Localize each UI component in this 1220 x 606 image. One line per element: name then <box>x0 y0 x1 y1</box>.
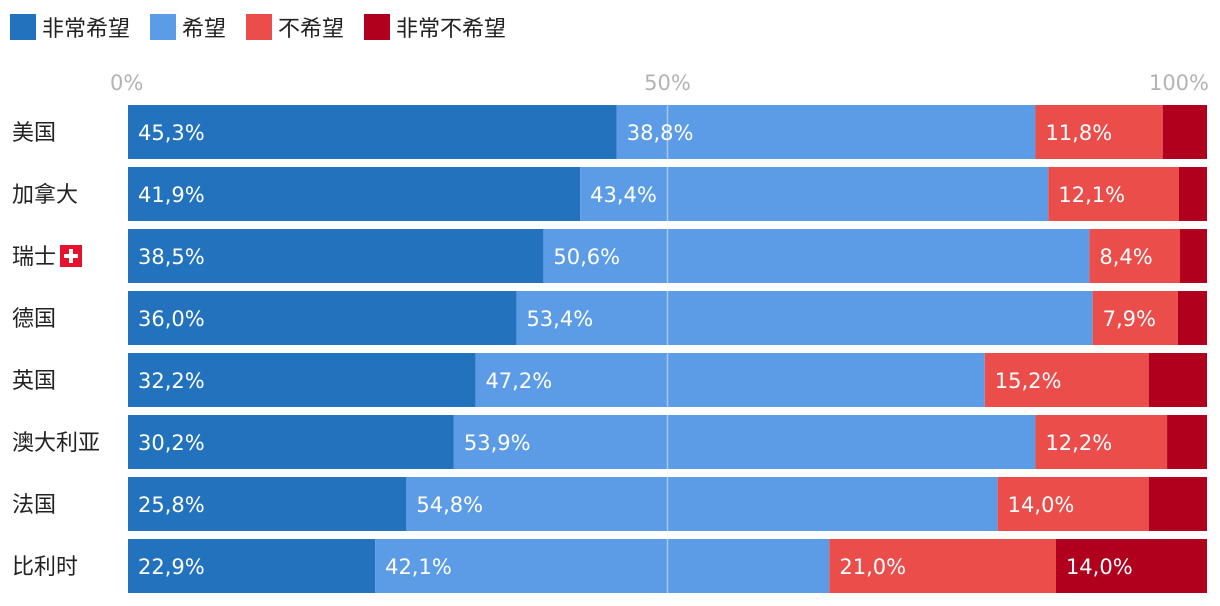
bar-segment <box>375 539 830 593</box>
data-label: 21,0% <box>839 555 906 579</box>
category-label: 美国 <box>12 121 56 146</box>
data-label: 53,9% <box>464 431 531 455</box>
bar-segment <box>1092 291 1178 345</box>
category-label: 英国 <box>12 369 56 394</box>
legend-label: 非常不希望 <box>396 17 507 42</box>
data-label: 30,2% <box>138 431 205 455</box>
data-label: 22,9% <box>138 555 205 579</box>
data-label: 42,1% <box>385 555 452 579</box>
legend-item: 不希望 <box>246 11 344 43</box>
bar-segment <box>580 167 1049 221</box>
data-label: 43,4% <box>590 183 657 207</box>
x-tick-label: 50% <box>644 71 691 95</box>
data-label: 14,0% <box>1066 555 1133 579</box>
bar-segment <box>1055 539 1207 593</box>
category-label: 法国 <box>12 493 56 518</box>
bar-segment <box>128 105 617 159</box>
legend-swatch <box>10 14 36 40</box>
bar-segment <box>1089 229 1181 283</box>
bar-segment <box>1048 167 1179 221</box>
data-label: 11,8% <box>1045 121 1112 145</box>
x-tick-label: 0% <box>110 71 143 95</box>
legend-label: 希望 <box>182 17 227 42</box>
bar-segment <box>128 353 476 407</box>
legend-item: 非常希望 <box>10 11 130 43</box>
bar-segment <box>128 167 581 221</box>
data-label: 32,2% <box>138 369 205 393</box>
category-label: 加拿大 <box>12 182 78 208</box>
bar-segment <box>475 353 985 407</box>
category-label: 澳大利亚 <box>12 431 100 456</box>
legend-label: 不希望 <box>278 17 345 42</box>
legend-label: 非常希望 <box>42 17 131 42</box>
category-label: 比利时 <box>12 555 78 580</box>
legend-item: 非常不希望 <box>364 11 506 43</box>
bar-segment <box>1035 105 1163 159</box>
data-label: 54,8% <box>416 493 483 517</box>
bar-segment <box>128 291 517 345</box>
legend: 非常希望 希望 不希望 非常不希望 <box>10 10 526 44</box>
bar-segment <box>997 477 1149 531</box>
x-tick-label: 100% <box>1149 71 1209 95</box>
legend-item: 希望 <box>150 11 226 43</box>
bar-segment <box>516 291 1093 345</box>
bar-segment <box>1180 229 1207 283</box>
bar-segment <box>1148 353 1207 407</box>
bar-segment <box>1177 291 1207 345</box>
bar-segment <box>128 229 544 283</box>
data-label: 38,8% <box>627 121 694 145</box>
legend-swatch <box>364 14 391 40</box>
bar-segment <box>1148 477 1207 531</box>
bar-segment <box>829 539 1056 593</box>
data-label: 14,0% <box>1008 493 1075 517</box>
bar-segment <box>543 229 1090 283</box>
data-label: 12,1% <box>1058 183 1125 207</box>
bar-segment <box>406 477 998 531</box>
data-label: 53,4% <box>526 307 593 331</box>
bar-segment <box>1162 105 1207 159</box>
data-label: 41,9% <box>138 183 205 207</box>
data-label: 7,9% <box>1103 307 1156 331</box>
data-label: 45,3% <box>138 121 205 145</box>
legend-swatch <box>246 14 273 40</box>
bar-segment <box>1178 167 1207 221</box>
flag-cross-horizontal <box>64 254 78 258</box>
data-label: 47,2% <box>485 369 552 393</box>
bar-segment <box>616 105 1036 159</box>
bar-segment <box>128 415 454 469</box>
bar-segment <box>1035 415 1168 469</box>
bar-segment <box>1167 415 1207 469</box>
bar-segment <box>128 539 376 593</box>
bar-segment <box>984 353 1149 407</box>
swiss-flag-icon <box>60 245 82 267</box>
data-label: 12,2% <box>1045 431 1112 455</box>
bar-segment <box>453 415 1036 469</box>
legend-swatch <box>150 14 177 40</box>
data-label: 15,2% <box>995 369 1062 393</box>
data-label: 50,6% <box>553 245 620 269</box>
data-label: 25,8% <box>138 493 205 517</box>
category-label: 瑞士 <box>12 245 56 270</box>
bar-segment <box>128 477 407 531</box>
category-label: 德国 <box>12 307 56 332</box>
data-label: 8,4% <box>1099 245 1152 269</box>
data-label: 36,0% <box>138 307 205 331</box>
data-label: 38,5% <box>138 245 205 269</box>
